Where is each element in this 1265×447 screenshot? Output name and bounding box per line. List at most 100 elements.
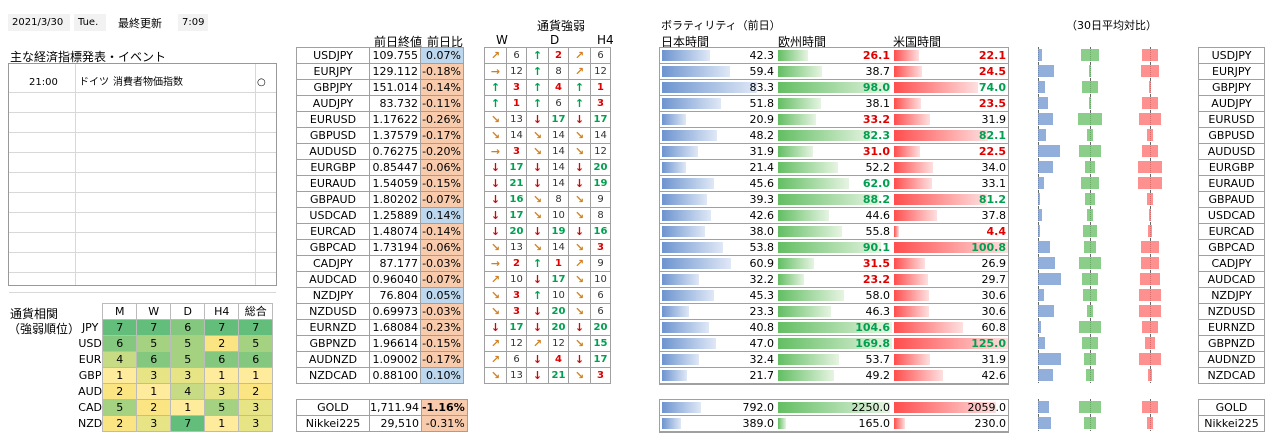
corr-currency: AUD (78, 384, 103, 398)
vol-bar-us (894, 322, 964, 333)
vol-value-us: 33.1 (981, 177, 1007, 190)
vol-bar-us (894, 402, 997, 413)
event-row (9, 174, 276, 193)
pair-name-right: GBPUSD (1198, 127, 1265, 144)
avg-row (1020, 287, 1190, 303)
vol-value-eu: 82.3 (862, 129, 890, 142)
vol-bar-jp (662, 322, 709, 333)
strength-arrow-icon: ↘ (568, 303, 591, 320)
avg-bar (1138, 353, 1162, 365)
close-price: 0.76275 (369, 143, 421, 160)
strength-rank: 2 (548, 47, 569, 64)
close-price: 1.80202 (369, 191, 421, 208)
pair-name: AUDCAD (296, 271, 370, 288)
strength-arrow-icon: ↓ (484, 191, 507, 208)
strength-arrow-icon: ↑ (526, 287, 549, 304)
price-row: GBPUSD 1.37579 -0.17% (296, 127, 464, 144)
close-price: 129.112 (369, 63, 421, 80)
events-divider (75, 64, 76, 285)
strength-rank: 4 (548, 351, 569, 368)
avg-bar (1080, 49, 1100, 61)
avg-bar (1078, 257, 1102, 269)
vol-value-eu: 26.1 (862, 49, 890, 62)
strength-row: ↗ 6 ↓ 4 ↓ 17 (484, 351, 611, 368)
avg-row (1020, 63, 1190, 79)
price-row: GBPJPY 151.014 -0.14% (296, 79, 464, 96)
vol-value-jp: 21.7 (749, 369, 775, 382)
vol-row: 45.6 62.0 33.1 (660, 176, 1008, 192)
vol-row: 59.4 38.7 24.5 (660, 64, 1008, 80)
avg-bar (1038, 65, 1054, 77)
vol-bar-us (894, 162, 933, 173)
change-pct: -0.07% (420, 271, 464, 288)
price-row: GOLD 1,711.94 -1.16% (296, 399, 468, 416)
price-row: EURCAD 1.48074 -0.14% (296, 223, 464, 240)
event-time: 21:00 (29, 77, 58, 88)
corr-rank: 1 (204, 367, 240, 384)
vol-row: 32.4 53.7 31.9 (660, 352, 1008, 368)
vol-value-eu: 33.2 (862, 113, 890, 126)
strength-arrow-icon: ↑ (568, 95, 591, 112)
price-row: AUDUSD 0.76275 -0.20% (296, 143, 464, 160)
corr-rank: 3 (170, 367, 206, 384)
vol-value-eu: 55.8 (865, 225, 891, 238)
strength-rank: 17 (548, 111, 569, 128)
strength-rank: 16 (590, 223, 611, 240)
vol-bar-jp (662, 370, 687, 381)
vol-bar-jp (662, 194, 707, 205)
pair-name-right: EURJPY (1198, 63, 1265, 80)
strength-h4: H4 (597, 33, 614, 47)
vol-bar-jp (662, 66, 730, 77)
avg-bar (1084, 241, 1096, 253)
vol-value-eu: 38.1 (865, 97, 891, 110)
strength-rank: 10 (506, 271, 527, 288)
corr-rank: 7 (136, 319, 172, 336)
vol-bar-jp (662, 290, 714, 301)
strength-row: ↗ 6 ↑ 2 ↗ 6 (484, 47, 611, 64)
vol-value-jp: 40.8 (749, 321, 775, 334)
vol-bar-eu (778, 354, 840, 365)
corr-col-header: W (136, 303, 172, 320)
strength-arrow-icon: ↘ (568, 335, 591, 352)
pair-name-right: USDCAD (1198, 207, 1265, 224)
strength-arrow-icon: ↗ (526, 335, 549, 352)
vol-row: 40.8 104.6 60.8 (660, 320, 1008, 336)
others-price-table: GOLD 1,711.94 -1.16% Nikkei225 29,510 -0.31% (296, 399, 468, 432)
day-label: Tue. (74, 14, 106, 31)
events-table: 21:00 ドイツ 消費者物価指数 ○ (8, 63, 277, 293)
strength-rank: 8 (590, 207, 611, 224)
vol-row: 60.9 31.5 26.9 (660, 256, 1008, 272)
pair-name: EURUSD (296, 111, 370, 128)
vol-value-jp: 38.0 (749, 225, 775, 238)
avg-bar (1084, 417, 1096, 429)
strength-rank: 10 (590, 271, 611, 288)
vol-bar-us (894, 354, 931, 365)
pair-name: GBPAUD (296, 191, 370, 208)
vol-value-eu: 38.7 (865, 65, 891, 78)
strength-rank: 13 (506, 239, 527, 256)
vol-bar-jp (662, 418, 682, 429)
vol-value-eu: 52.2 (865, 161, 891, 174)
vol-row: 38.0 55.8 4.4 (660, 224, 1008, 240)
vol-row: 23.3 46.3 30.6 (660, 304, 1008, 320)
vol-value-eu: 62.0 (862, 177, 890, 190)
strength-rank: 3 (590, 239, 611, 256)
vol-row: 48.2 82.3 82.1 (660, 128, 1008, 144)
pair-name: GBPCAD (296, 239, 370, 256)
avg-row (1020, 143, 1190, 159)
vol-bar-eu (778, 290, 845, 301)
others-list-right: GOLD Nikkei225 (1198, 399, 1265, 432)
avg-row (1020, 303, 1190, 319)
avg-bar (1084, 161, 1096, 173)
strength-rank: 17 (506, 159, 527, 176)
event-row: 21:00 ドイツ 消費者物価指数 ○ (9, 74, 276, 93)
vol-row: 47.0 169.8 125.0 (660, 336, 1008, 352)
strength-arrow-icon: ↓ (526, 271, 549, 288)
avg-row (1020, 47, 1190, 63)
avg-row (1020, 95, 1190, 111)
strength-arrow-icon: ↗ (568, 63, 591, 80)
vol-value-us: 4.4 (986, 225, 1007, 238)
vol-bar-us (894, 194, 987, 205)
vol-value-us: 74.0 (978, 81, 1006, 94)
strength-arrow-icon: ↘ (568, 367, 591, 384)
